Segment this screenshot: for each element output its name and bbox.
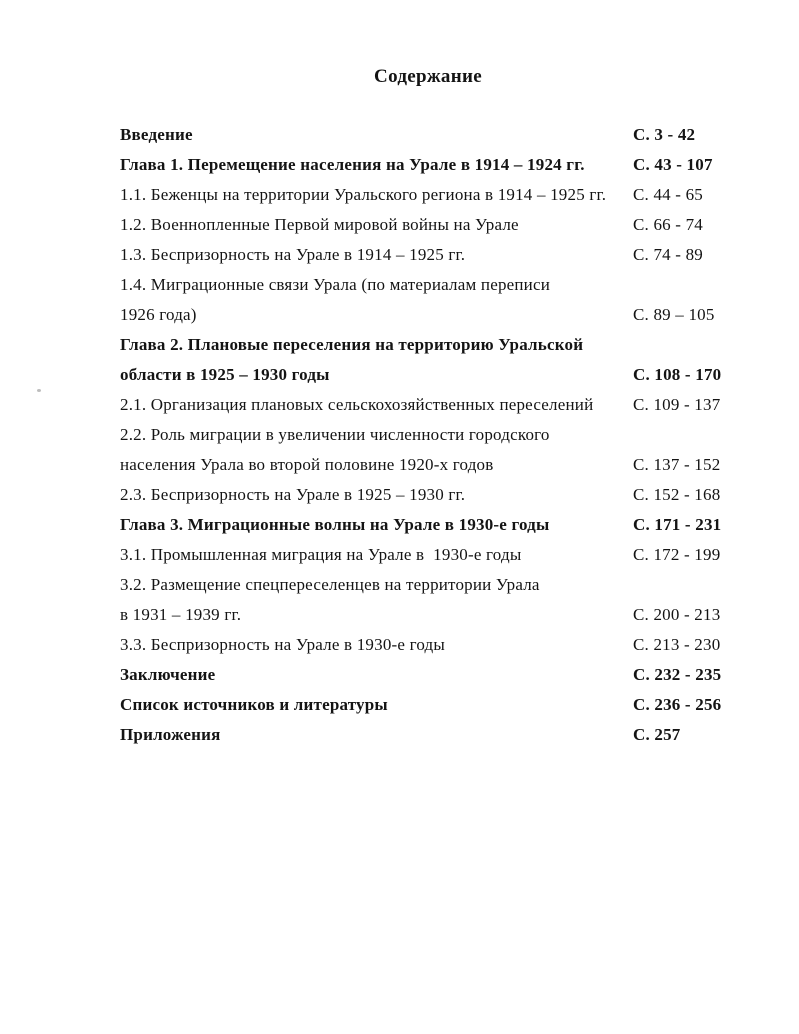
toc-entry-title: населения Урала во второй половине 1920-… <box>120 455 494 474</box>
toc-entry-pages: С. 137 - 152 <box>633 455 721 474</box>
toc-row: Приложения С. 257 <box>120 720 799 750</box>
toc-entry-pages: С. 213 - 230 <box>633 635 721 654</box>
toc-entry-pages: С. 172 - 199 <box>633 545 721 564</box>
toc-entry-title: Глава 1. Перемещение населения на Урале … <box>120 155 585 174</box>
toc-entry-title: 2.1. Организация плановых сельскохозяйст… <box>120 395 594 414</box>
toc-entry-title: 1926 года) <box>120 305 197 324</box>
toc-row: населения Урала во второй половине 1920-… <box>120 450 799 480</box>
toc-entry-title: Список источников и литературы <box>120 695 388 714</box>
toc-row: Глава 1. Перемещение населения на Урале … <box>120 150 799 180</box>
toc-entry-pages: С. 66 - 74 <box>633 215 703 234</box>
toc-entry-pages: С. 89 – 105 <box>633 305 715 324</box>
toc-entry-pages: С. 200 - 213 <box>633 605 721 624</box>
toc-entry-title: 2.2. Роль миграции в увеличении численно… <box>120 425 550 444</box>
toc-entry-title: Приложения <box>120 725 221 744</box>
toc-row: 1.3. Беспризорность на Урале в 1914 – 19… <box>120 240 799 270</box>
toc-entry-title: области в 1925 – 1930 годы <box>120 365 330 384</box>
toc-entry-pages: С. 257 <box>633 725 681 744</box>
toc-row: 2.3. Беспризорность на Урале в 1925 – 19… <box>120 480 799 510</box>
toc-row: 3.2. Размещение спецпереселенцев на терр… <box>120 570 799 600</box>
toc-row: 1926 года) С. 89 – 105 <box>120 300 799 330</box>
toc-row: 3.3. Беспризорность на Урале в 1930-е го… <box>120 630 799 660</box>
toc-entry-pages: С. 171 - 231 <box>633 515 722 534</box>
toc-list: Введение С. 3 - 42 Глава 1. Перемещение … <box>120 120 799 750</box>
toc-entry-pages: С. 74 - 89 <box>633 245 703 264</box>
toc-entry-title: в 1931 – 1939 гг. <box>120 605 242 624</box>
toc-entry-title: 1.1. Беженцы на территории Уральского ре… <box>120 185 607 204</box>
toc-entry-title: 1.4. Миграционные связи Урала (по матери… <box>120 275 551 294</box>
toc-row: 2.2. Роль миграции в увеличении численно… <box>120 420 799 450</box>
toc-entry-pages: С. 3 - 42 <box>633 125 696 144</box>
toc-entry-title: 3.2. Размещение спецпереселенцев на терр… <box>120 575 540 594</box>
scan-artifact-dot <box>37 389 41 392</box>
toc-row: 1.4. Миграционные связи Урала (по матери… <box>120 270 799 300</box>
toc-row: 3.1. Промышленная миграция на Урале в 19… <box>120 540 799 570</box>
toc-entry-pages: С. 108 - 170 <box>633 365 722 384</box>
toc-entry-pages: С. 152 - 168 <box>633 485 721 504</box>
toc-entry-title: 1.2. Военнопленные Первой мировой войны … <box>120 215 519 234</box>
toc-entry-pages: С. 43 - 107 <box>633 155 713 174</box>
toc-entry-pages: С. 109 - 137 <box>633 395 721 414</box>
toc-entry-title: Заключение <box>120 665 216 684</box>
toc-entry-title: Введение <box>120 125 193 144</box>
toc-entry-title: 1.3. Беспризорность на Урале в 1914 – 19… <box>120 245 466 264</box>
toc-row: 1.1. Беженцы на территории Уральского ре… <box>120 180 799 210</box>
toc-entry-title: 3.1. Промышленная миграция на Урале в 19… <box>120 545 522 564</box>
toc-entry-pages: С. 44 - 65 <box>633 185 703 204</box>
toc-row: Глава 3. Миграционные волны на Урале в 1… <box>120 510 799 540</box>
toc-entry-title: 3.3. Беспризорность на Урале в 1930-е го… <box>120 635 446 654</box>
toc-row: 1.2. Военнопленные Первой мировой войны … <box>120 210 799 240</box>
toc-row: Глава 2. Плановые переселения на террито… <box>120 330 799 360</box>
toc-row: области в 1925 – 1930 годы С. 108 - 170 <box>120 360 799 390</box>
toc-row: Введение С. 3 - 42 <box>120 120 799 150</box>
toc-row: 2.1. Организация плановых сельскохозяйст… <box>120 390 799 420</box>
toc-entry-title: Глава 3. Миграционные волны на Урале в 1… <box>120 515 550 534</box>
page-title: Содержание <box>374 66 482 87</box>
toc-row: в 1931 – 1939 гг. С. 200 - 213 <box>120 600 799 630</box>
toc-entry-title: 2.3. Беспризорность на Урале в 1925 – 19… <box>120 485 466 504</box>
toc-entry-pages: С. 236 - 256 <box>633 695 722 714</box>
toc-entry-title: Глава 2. Плановые переселения на террито… <box>120 335 584 354</box>
toc-row: Заключение С. 232 - 235 <box>120 660 799 690</box>
toc-entry-pages: С. 232 - 235 <box>633 665 722 684</box>
toc-row: Список источников и литературы С. 236 - … <box>120 690 799 720</box>
